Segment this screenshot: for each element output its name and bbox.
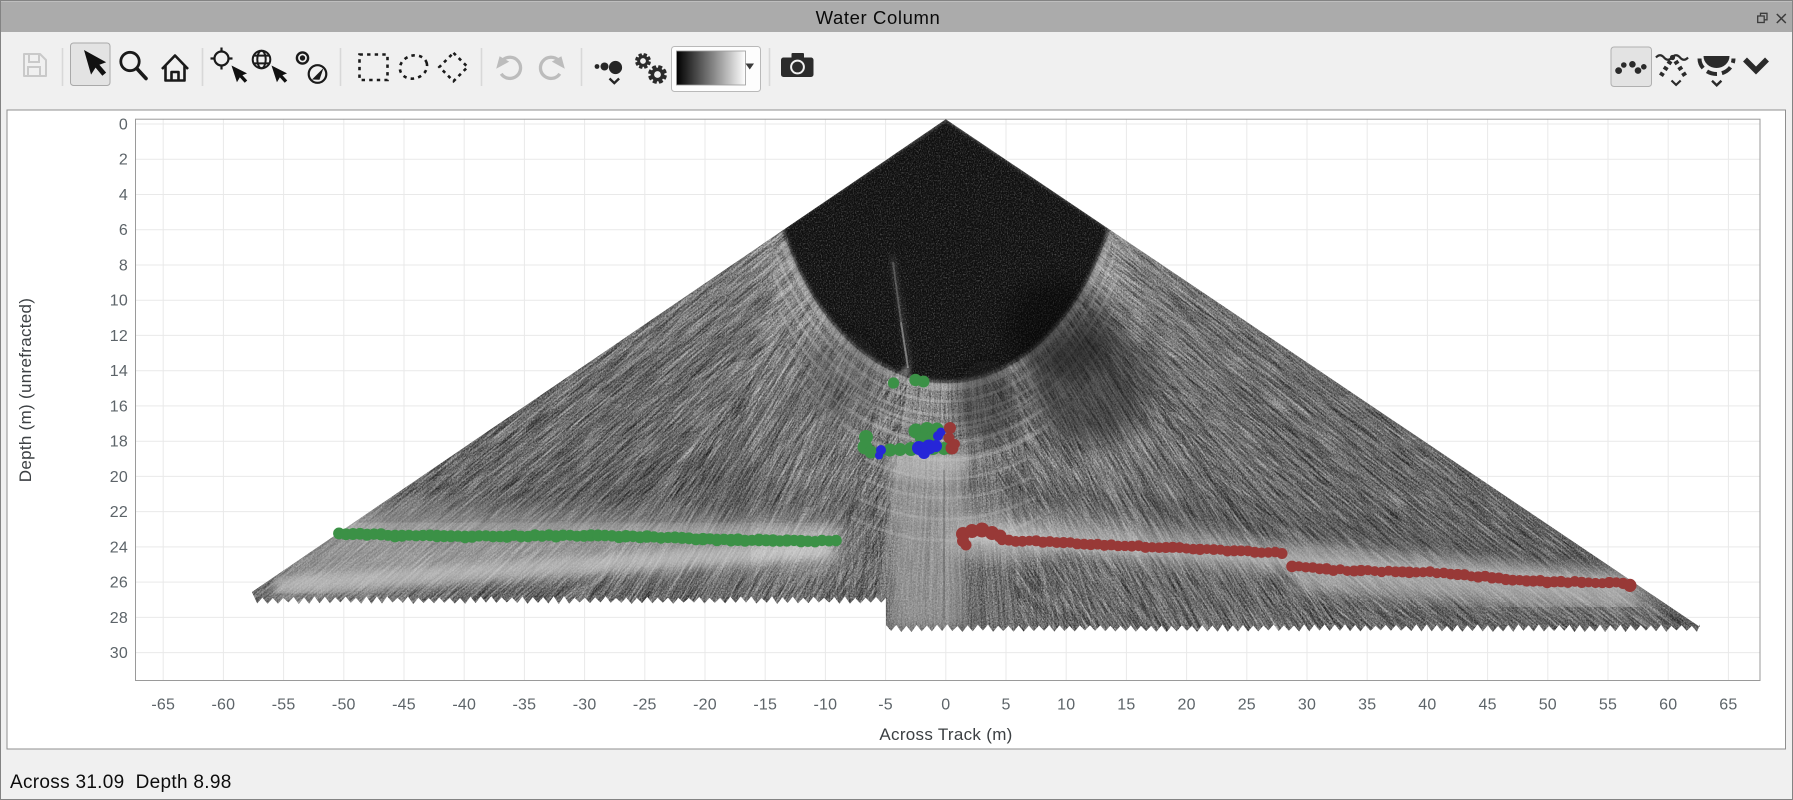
svg-text:0: 0: [941, 697, 950, 714]
svg-text:Depth (m) (unrefracted): Depth (m) (unrefracted): [16, 298, 35, 483]
svg-text:0: 0: [119, 117, 128, 134]
svg-text:-30: -30: [573, 697, 597, 714]
svg-text:-10: -10: [814, 697, 838, 714]
svg-text:24: 24: [110, 539, 128, 556]
svg-text:-40: -40: [452, 697, 476, 714]
svg-text:-65: -65: [151, 697, 175, 714]
svg-text:16: 16: [110, 398, 128, 415]
svg-text:-20: -20: [693, 697, 717, 714]
svg-text:-50: -50: [332, 697, 356, 714]
svg-text:15: 15: [1117, 697, 1135, 714]
svg-text:30: 30: [1298, 697, 1316, 714]
svg-text:Across Track (m): Across Track (m): [879, 725, 1012, 744]
svg-text:-15: -15: [753, 697, 777, 714]
svg-text:18: 18: [110, 434, 128, 451]
svg-text:12: 12: [110, 328, 128, 345]
svg-text:22: 22: [110, 504, 128, 521]
svg-text:-60: -60: [212, 697, 236, 714]
svg-text:14: 14: [110, 363, 128, 380]
svg-text:10: 10: [110, 293, 128, 310]
svg-text:5: 5: [1001, 697, 1010, 714]
svg-text:60: 60: [1659, 697, 1677, 714]
svg-text:8: 8: [119, 258, 128, 275]
svg-text:10: 10: [1057, 697, 1075, 714]
svg-text:2: 2: [119, 152, 128, 169]
svg-text:55: 55: [1599, 697, 1617, 714]
svg-text:Across 31.09 Depth 8.98: Across 31.09 Depth 8.98: [10, 772, 232, 793]
svg-text:50: 50: [1539, 697, 1557, 714]
svg-text:28: 28: [110, 610, 128, 627]
svg-text:-5: -5: [878, 697, 893, 714]
svg-text:-55: -55: [272, 697, 296, 714]
svg-text:6: 6: [119, 222, 128, 239]
svg-text:-45: -45: [392, 697, 416, 714]
svg-text:40: 40: [1418, 697, 1436, 714]
svg-text:-25: -25: [633, 697, 657, 714]
svg-text:65: 65: [1719, 697, 1737, 714]
svg-text:4: 4: [119, 187, 128, 204]
svg-text:-35: -35: [513, 697, 537, 714]
svg-text:Water Column: Water Column: [816, 7, 941, 28]
svg-text:25: 25: [1238, 697, 1256, 714]
svg-text:45: 45: [1478, 697, 1496, 714]
svg-text:30: 30: [110, 645, 128, 662]
svg-text:26: 26: [110, 575, 128, 592]
svg-text:20: 20: [1177, 697, 1195, 714]
svg-text:35: 35: [1358, 697, 1376, 714]
svg-text:20: 20: [110, 469, 128, 486]
